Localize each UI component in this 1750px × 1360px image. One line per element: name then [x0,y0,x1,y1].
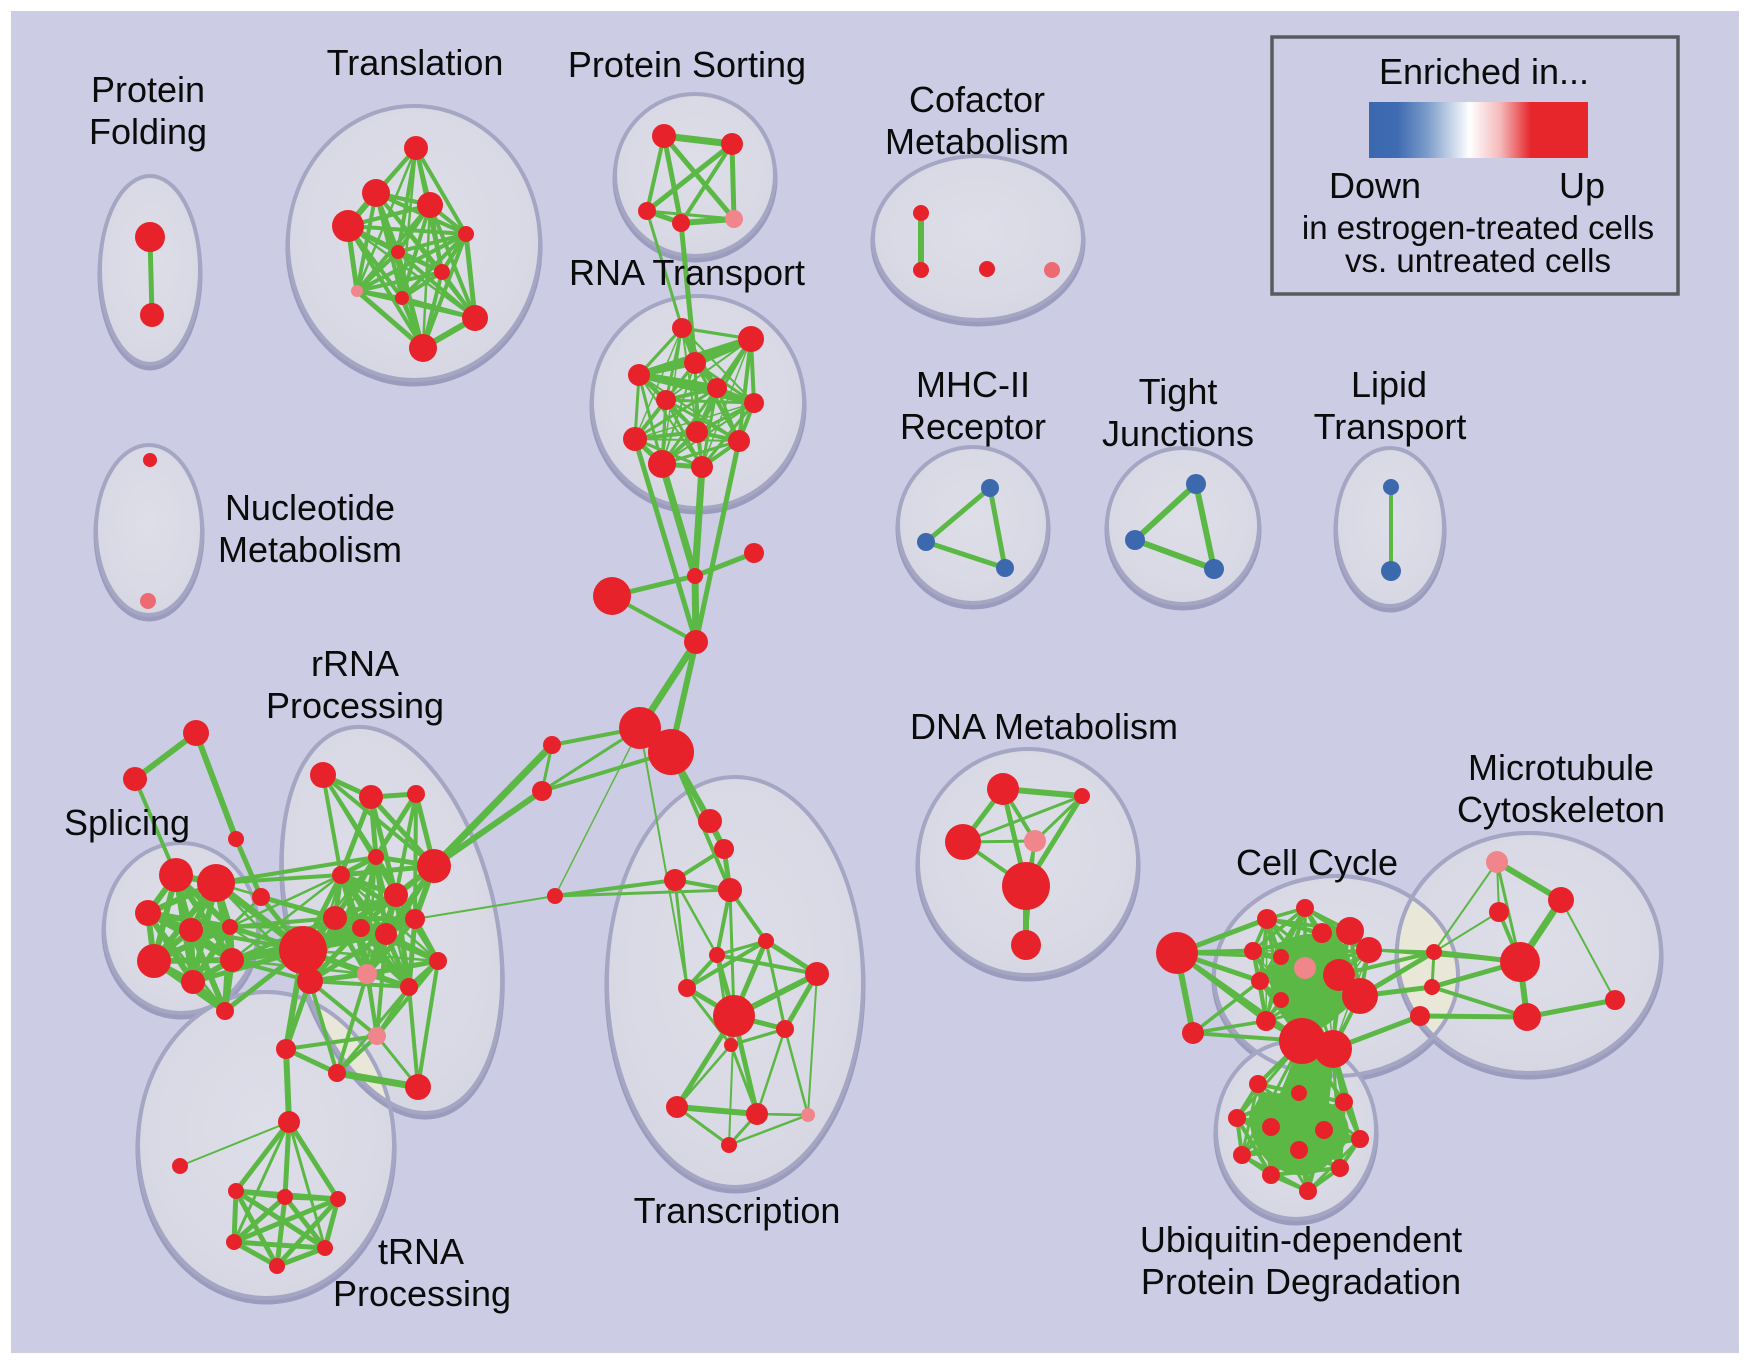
svg-text:Junctions: Junctions [1102,413,1254,454]
svg-text:Processing: Processing [333,1273,511,1314]
svg-text:Processing: Processing [266,685,444,726]
svg-text:Up: Up [1559,165,1605,206]
svg-text:Protein Degradation: Protein Degradation [1141,1261,1461,1302]
svg-text:Nucleotide: Nucleotide [225,487,395,528]
svg-text:Transport: Transport [1314,406,1467,447]
svg-text:MHC-II: MHC-II [916,364,1030,405]
svg-text:Protein Sorting: Protein Sorting [568,44,806,85]
svg-text:Transcription: Transcription [634,1190,841,1231]
svg-text:Protein: Protein [91,69,205,110]
svg-text:Cytoskeleton: Cytoskeleton [1457,789,1665,830]
svg-text:Lipid: Lipid [1351,364,1427,405]
svg-text:Cofactor: Cofactor [909,79,1045,120]
svg-text:vs. untreated cells: vs. untreated cells [1345,242,1611,279]
svg-text:RNA Transport: RNA Transport [569,252,805,293]
svg-text:in estrogen-treated cells: in estrogen-treated cells [1302,209,1654,246]
svg-text:tRNA: tRNA [378,1231,464,1272]
svg-text:Metabolism: Metabolism [885,121,1069,162]
svg-text:Tight: Tight [1139,371,1218,412]
svg-text:Down: Down [1329,165,1421,206]
svg-text:Splicing: Splicing [64,802,190,843]
svg-text:Folding: Folding [89,111,207,152]
svg-text:Metabolism: Metabolism [218,529,402,570]
svg-text:Receptor: Receptor [900,406,1046,447]
svg-text:Cell Cycle: Cell Cycle [1236,842,1398,883]
svg-text:Microtubule: Microtubule [1468,747,1654,788]
svg-text:rRNA: rRNA [311,643,399,684]
svg-text:Translation: Translation [327,42,504,83]
svg-text:Ubiquitin-dependent: Ubiquitin-dependent [1140,1219,1462,1260]
svg-text:Enriched in...: Enriched in... [1379,51,1589,92]
svg-text:DNA Metabolism: DNA Metabolism [910,706,1178,747]
